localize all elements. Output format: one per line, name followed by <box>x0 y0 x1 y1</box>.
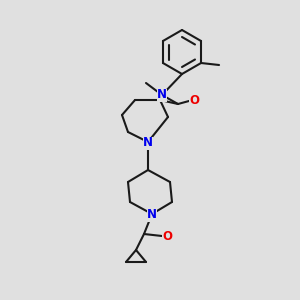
Text: N: N <box>157 88 167 101</box>
Text: N: N <box>147 208 157 221</box>
Text: N: N <box>143 136 153 149</box>
Text: O: O <box>162 230 172 242</box>
Text: O: O <box>189 94 199 107</box>
